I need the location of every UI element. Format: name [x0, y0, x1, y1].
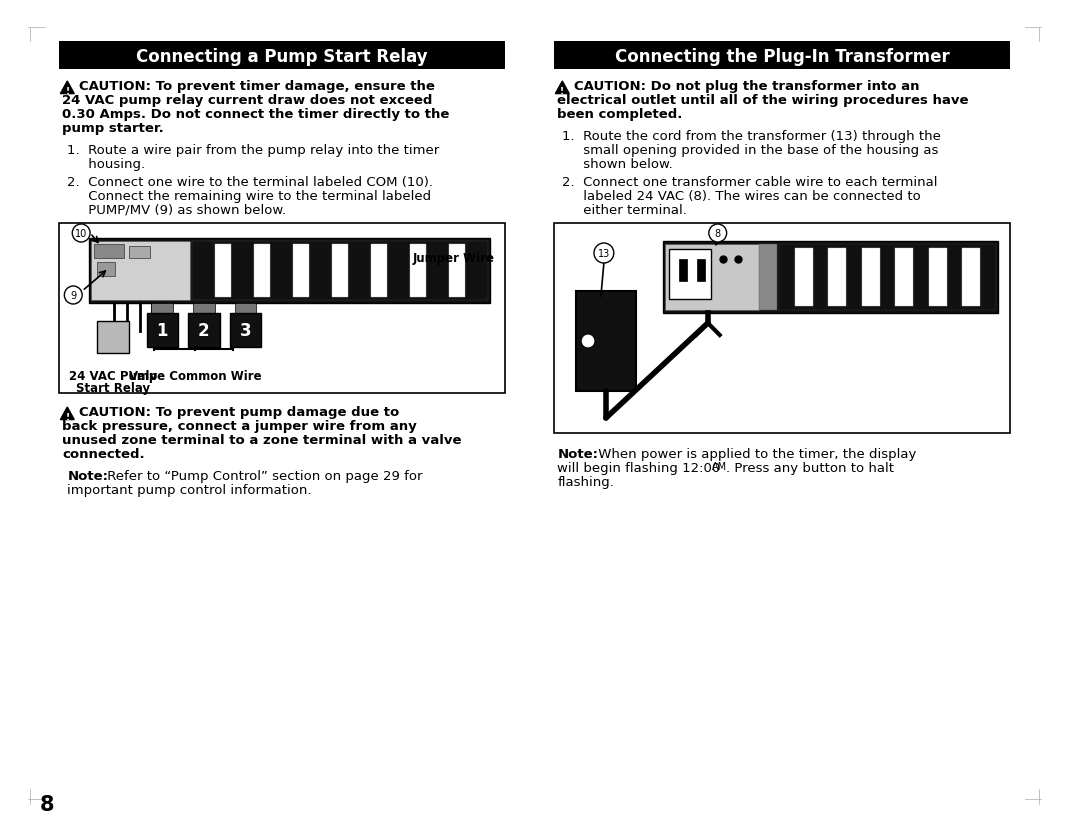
FancyBboxPatch shape	[94, 245, 124, 259]
Text: CAUTION: Do not plug the transformer into an: CAUTION: Do not plug the transformer int…	[575, 80, 920, 93]
Text: housing.: housing.	[67, 158, 146, 171]
Text: 1: 1	[157, 322, 168, 340]
Text: connected.: connected.	[63, 447, 145, 461]
FancyBboxPatch shape	[193, 304, 215, 313]
FancyBboxPatch shape	[91, 241, 190, 301]
Text: 13: 13	[597, 249, 610, 259]
FancyBboxPatch shape	[188, 313, 219, 347]
Text: . Press any button to halt: . Press any button to halt	[726, 461, 893, 475]
FancyBboxPatch shape	[293, 245, 309, 298]
Text: AM: AM	[712, 461, 727, 471]
Text: Jumper Wire: Jumper Wire	[413, 251, 495, 265]
Text: electrical outlet until all of the wiring procedures have: electrical outlet until all of the wirin…	[557, 94, 969, 107]
FancyBboxPatch shape	[97, 263, 114, 277]
Text: !: !	[65, 87, 69, 96]
Circle shape	[581, 335, 595, 348]
Text: 3: 3	[240, 322, 252, 340]
Text: flashing.: flashing.	[557, 476, 615, 489]
FancyBboxPatch shape	[679, 260, 687, 282]
Text: 2.  Connect one wire to the terminal labeled COM (10).: 2. Connect one wire to the terminal labe…	[67, 176, 433, 189]
FancyBboxPatch shape	[147, 313, 178, 347]
Text: important pump control information.: important pump control information.	[67, 484, 312, 496]
FancyBboxPatch shape	[697, 260, 705, 282]
FancyBboxPatch shape	[665, 245, 759, 311]
Text: CAUTION: To prevent timer damage, ensure the: CAUTION: To prevent timer damage, ensure…	[79, 80, 435, 93]
Text: either terminal.: either terminal.	[563, 203, 687, 217]
Text: PUMP/MV (9) as shown below.: PUMP/MV (9) as shown below.	[67, 203, 286, 217]
Text: 2.  Connect one transformer cable wire to each terminal: 2. Connect one transformer cable wire to…	[563, 176, 937, 189]
Text: Connecting the Plug-In Transformer: Connecting the Plug-In Transformer	[615, 48, 949, 66]
FancyBboxPatch shape	[895, 249, 914, 307]
FancyBboxPatch shape	[333, 245, 348, 298]
Polygon shape	[555, 82, 569, 94]
Text: been completed.: been completed.	[557, 108, 683, 121]
Text: 2: 2	[198, 322, 210, 340]
FancyBboxPatch shape	[192, 241, 488, 301]
Text: Connect the remaining wire to the terminal labeled: Connect the remaining wire to the termin…	[67, 189, 431, 203]
FancyBboxPatch shape	[410, 245, 426, 298]
Text: 0.30 Amps. Do not connect the timer directly to the: 0.30 Amps. Do not connect the timer dire…	[63, 108, 449, 121]
Circle shape	[72, 225, 90, 242]
Text: Start Relay: Start Relay	[76, 381, 150, 394]
Text: 9: 9	[70, 290, 77, 301]
FancyBboxPatch shape	[779, 245, 996, 311]
FancyBboxPatch shape	[759, 245, 778, 311]
Text: Valve Common Wire: Valve Common Wire	[129, 370, 261, 383]
Text: Refer to “Pump Control” section on page 29 for: Refer to “Pump Control” section on page …	[103, 470, 422, 482]
Text: When power is applied to the timer, the display: When power is applied to the timer, the …	[594, 447, 916, 461]
FancyBboxPatch shape	[663, 241, 998, 313]
FancyBboxPatch shape	[372, 245, 387, 298]
Text: shown below.: shown below.	[563, 158, 673, 171]
Text: 1.  Route the cord from the transformer (13) through the: 1. Route the cord from the transformer (…	[563, 130, 941, 143]
FancyBboxPatch shape	[151, 304, 173, 313]
FancyBboxPatch shape	[254, 245, 270, 298]
Polygon shape	[60, 82, 75, 94]
FancyBboxPatch shape	[828, 249, 846, 307]
FancyBboxPatch shape	[554, 224, 1010, 433]
FancyBboxPatch shape	[795, 249, 812, 307]
FancyBboxPatch shape	[234, 304, 256, 313]
Text: !: !	[65, 413, 69, 422]
FancyBboxPatch shape	[554, 42, 1010, 70]
FancyBboxPatch shape	[215, 245, 231, 298]
Circle shape	[594, 244, 613, 264]
FancyBboxPatch shape	[97, 322, 129, 354]
Text: Note:: Note:	[67, 470, 108, 482]
Text: Note:: Note:	[557, 447, 598, 461]
FancyBboxPatch shape	[59, 224, 504, 394]
Text: 8: 8	[40, 794, 54, 814]
Text: !: !	[561, 87, 565, 96]
Text: 10: 10	[75, 229, 87, 239]
Text: Connecting a Pump Start Relay: Connecting a Pump Start Relay	[136, 48, 428, 66]
Text: will begin flashing 12:00: will begin flashing 12:00	[557, 461, 725, 475]
Text: 24 VAC pump relay current draw does not exceed: 24 VAC pump relay current draw does not …	[63, 94, 433, 107]
Text: pump starter.: pump starter.	[63, 122, 164, 135]
FancyBboxPatch shape	[230, 313, 261, 347]
Text: 1.  Route a wire pair from the pump relay into the timer: 1. Route a wire pair from the pump relay…	[67, 144, 440, 157]
Text: CAUTION: To prevent pump damage due to: CAUTION: To prevent pump damage due to	[79, 405, 400, 418]
FancyBboxPatch shape	[862, 249, 880, 307]
FancyBboxPatch shape	[59, 42, 504, 70]
Text: unused zone terminal to a zone terminal with a valve: unused zone terminal to a zone terminal …	[63, 433, 462, 447]
Polygon shape	[60, 408, 75, 420]
FancyBboxPatch shape	[449, 245, 464, 298]
FancyBboxPatch shape	[576, 292, 635, 391]
FancyBboxPatch shape	[962, 249, 981, 307]
Text: 24 VAC Pump: 24 VAC Pump	[69, 370, 157, 383]
Text: labeled 24 VAC (8). The wires can be connected to: labeled 24 VAC (8). The wires can be con…	[563, 189, 921, 203]
Text: back pressure, connect a jumper wire from any: back pressure, connect a jumper wire fro…	[63, 419, 417, 433]
FancyBboxPatch shape	[929, 249, 947, 307]
Text: small opening provided in the base of the housing as: small opening provided in the base of th…	[563, 144, 939, 157]
FancyBboxPatch shape	[670, 250, 711, 299]
FancyBboxPatch shape	[129, 246, 150, 259]
Circle shape	[708, 225, 727, 242]
Circle shape	[65, 287, 82, 304]
Text: 8: 8	[715, 229, 720, 239]
FancyBboxPatch shape	[89, 239, 490, 304]
